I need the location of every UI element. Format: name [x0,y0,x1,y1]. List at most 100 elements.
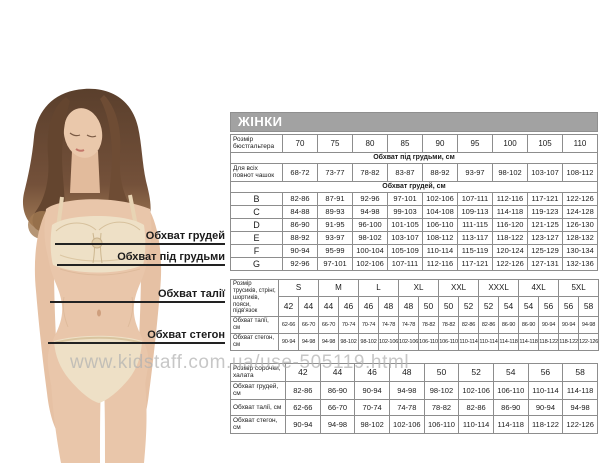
table-cell: 110-114 [478,333,500,351]
table-cell: Обхват грудей, см [230,180,598,193]
table-cell: 66-70 [298,316,319,335]
table-cell: 78-82 [438,316,460,335]
table-cell: 44 [318,295,339,318]
table-cell: 100-104 [352,243,388,258]
table-cell: 83-87 [387,162,423,182]
table-cell: 110-114 [422,243,458,258]
table-cell: 132-136 [562,256,598,271]
table-cell: 112-116 [422,256,458,271]
table-cell: 106-110 [423,414,460,434]
table-row: C 84-88 89-93 94-98 99-103 104-108 109-113 114-… [230,204,598,219]
table-cell: Для всіх повнот чашок [230,162,283,182]
table-cell: 115-119 [457,243,493,258]
table-cell: Розмір бюстгальтера [230,134,283,153]
table-cell: 70-74 [358,316,380,335]
table-cell: 113-117 [457,230,493,245]
table-cell: 111-115 [457,217,493,232]
table-row: 42 44 44 46 46 48 48 50 50 52 52 54 54 56 56 58 [231,295,600,318]
table-cell: 104-108 [422,204,458,219]
table-cell: M [317,278,360,297]
measure-label-chest: Обхват грудей [55,230,225,245]
table-cell: 90-94 [558,316,580,335]
table-cell: B [230,191,283,206]
table-row: B 82-86 87-91 92-96 97-101 102-106 107-111 112-… [230,191,598,206]
table-cell: 94-98 [318,333,339,351]
table-cell: 52 [458,362,494,382]
table-cell: G [230,256,283,271]
table-cell: 107-111 [457,191,493,206]
table-cell: 78-82 [423,398,460,416]
table-cell: 90-94 [538,316,560,335]
table-cell: 82-86 [458,398,494,416]
table-cell: 114-118 [492,414,529,434]
bra-size-table: Розмір бюстгальтера 70 75 80 85 90 95 100 105 110… [230,134,598,271]
table-cell: 110-114 [458,414,494,434]
table-cell: 124-128 [562,204,598,219]
table-cell: 92-96 [282,256,318,271]
table-cell: 95-99 [317,243,353,258]
table-cell: 106-110 [422,217,458,232]
table-cell: 110-114 [458,333,480,351]
table-cell: 130-134 [562,243,598,258]
table-cell: 118-122 [492,230,528,245]
table-cell: 56 [527,362,564,382]
table-cell: 112-116 [492,191,528,206]
table-cell: 90-94 [285,414,321,434]
table-cell: 114-118 [562,380,598,400]
table-cell: 126-130 [562,217,598,232]
table-cell: 58 [578,295,600,318]
table-cell: 50 [423,362,460,382]
table-cell: 118-122 [538,333,560,351]
panties-size-table: Розмір трусиків, стрінг, шортиків, пояси… [230,278,600,351]
table-cell: 107-111 [387,256,423,271]
table-cell: Обхват грудей, см [230,380,286,400]
table-cell: 46 [358,295,380,318]
table-cell: 73-77 [317,162,353,182]
table-cell: 89-93 [317,204,353,219]
table-cell: 88-92 [422,162,458,182]
table-cell: L [358,278,400,297]
table-cell: 102-106 [458,380,494,400]
table-cell: 90-94 [278,333,299,351]
table-cell: XL [398,278,440,297]
table-cell: 58 [562,362,598,382]
table-cell: 127-131 [527,256,563,271]
table-cell: 42 [285,362,321,382]
table-cell: 98-102 [492,162,528,182]
table-cell: 103-107 [387,230,423,245]
lips [75,148,85,152]
table-cell: 105-109 [387,243,423,258]
table-cell: 74-78 [388,398,425,416]
measure-label-waist: Обхват талії [50,288,225,303]
table-cell: D [230,217,283,232]
table-cell: F [230,243,283,258]
table-cell: 94-98 [298,333,319,351]
table-cell: 99-103 [387,204,423,219]
table-row: Обхват грудей, см 82-86 86-90 90-94 94-98 98-… [230,380,598,400]
panties [53,335,143,403]
table-row: Обхват під грудьми, см [230,151,598,164]
table-cell: 96-100 [352,217,388,232]
table-cell: 106-110 [418,333,440,351]
table-cell: 122-126 [562,191,598,206]
table-cell: 48 [398,295,420,318]
table-cell: 52 [478,295,500,318]
table-cell: 117-121 [457,256,493,271]
table-cell: 78-82 [418,316,440,335]
table-cell: 5XL [558,278,600,297]
table-cell: 98-102 [352,230,388,245]
table-cell: 122-126 [562,414,598,434]
women-section-header: ЖІНКИ [230,112,598,132]
table-cell: 122-126 [578,333,600,351]
table-cell: 54 [498,295,520,318]
table-cell: 52 [458,295,480,318]
gown-size-table: Розмір сорочки, халата 42 44 46 48 50 52 54 56 58… [230,362,598,434]
table-cell: 90-94 [354,380,390,400]
table-row: D 86-90 91-95 96-100 101-105 106-110 111-115 11… [230,217,598,232]
table-cell: 86-90 [492,398,529,416]
table-cell: 86-90 [319,380,356,400]
table-cell: 106-110 [438,333,460,351]
table-cell: 97-101 [387,191,423,206]
table-cell: 93-97 [457,162,493,182]
table-cell: 123-127 [527,230,563,245]
